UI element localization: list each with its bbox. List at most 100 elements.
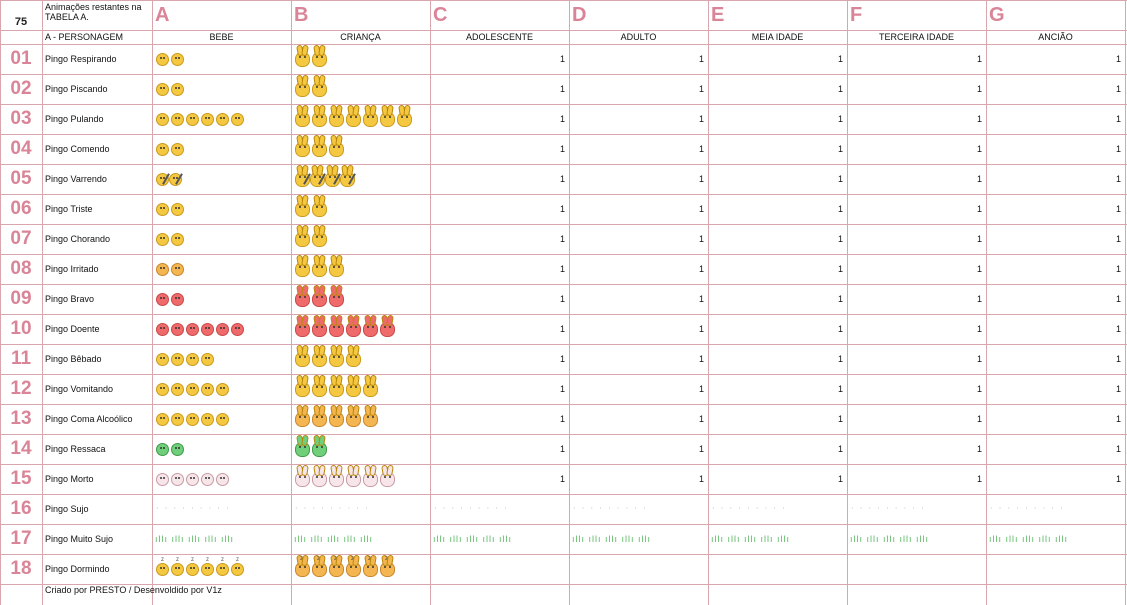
cell-c[interactable]: 1 [559,204,565,214]
character-name[interactable]: Pingo Muito Sujo [45,534,114,544]
cell-f[interactable]: 1 [976,84,982,94]
cell-e[interactable]: ⋅ ⋅ ⋅ ⋅ ⋅ ⋅ ⋅ ⋅ ⋅ [708,494,847,524]
cell-c[interactable]: 1 [559,174,565,184]
cell-d[interactable]: 1 [698,354,704,364]
cell-a[interactable] [152,74,291,104]
name-header[interactable]: A - PERSONAGEM [45,32,124,42]
character-name[interactable]: Pingo Chorando [45,234,111,244]
cell-c[interactable]: 1 [559,294,565,304]
cell-a[interactable] [152,254,291,284]
cell-a[interactable] [152,194,291,224]
cell-a[interactable]: ⋅ ⋅ ⋅ ⋅ ⋅ ⋅ ⋅ ⋅ ⋅ [152,494,291,524]
column-letter-d[interactable]: D [572,4,587,26]
cell-g[interactable]: 1 [1115,264,1121,274]
cell-b[interactable] [291,254,430,284]
cell-g[interactable]: 1 [1115,324,1121,334]
cell-c[interactable]: 1 [559,234,565,244]
cell-b[interactable] [291,374,430,404]
cell-a[interactable] [152,464,291,494]
cell-f[interactable]: 1 [976,234,982,244]
column-letter-a[interactable]: A [155,4,170,26]
row-number[interactable]: 06 [10,198,32,219]
cell-f[interactable]: 1 [976,54,982,64]
cell-f[interactable]: 1 [976,174,982,184]
cell-f[interactable]: 1 [976,204,982,214]
cell-g[interactable]: 1 [1115,54,1121,64]
row-number[interactable]: 15 [10,468,32,489]
column-header[interactable]: ADOLESCENTE [465,32,534,42]
cell-d[interactable]: 1 [698,474,704,484]
cell-d[interactable]: 1 [698,84,704,94]
cell-g[interactable]: 1 [1115,204,1121,214]
cell-f[interactable] [847,554,986,584]
cell-a[interactable] [152,44,291,74]
cell-d[interactable]: 1 [698,384,704,394]
row-number[interactable]: 18 [10,558,32,579]
row-number[interactable]: 07 [10,228,32,249]
cell-a[interactable] [152,314,291,344]
character-name[interactable]: Pingo Piscando [45,84,108,94]
cell-c[interactable]: 1 [559,144,565,154]
cell-d[interactable]: 1 [698,264,704,274]
cell-e[interactable]: 1 [837,144,843,154]
cell-e[interactable]: ıllı ıllı ıllı ıllı ıllı [708,524,847,554]
cell-b[interactable] [291,44,430,74]
character-name[interactable]: Pingo Pulando [45,114,104,124]
cell-e[interactable]: 1 [837,204,843,214]
cell-f[interactable]: 1 [976,444,982,454]
cell-f[interactable]: 1 [976,114,982,124]
cell-d[interactable]: 1 [698,114,704,124]
cell-b[interactable] [291,164,430,194]
cell-b[interactable] [291,434,430,464]
cell-d[interactable]: 1 [698,324,704,334]
character-name[interactable]: Pingo Doente [45,324,100,334]
cell-g[interactable]: 1 [1115,384,1121,394]
cell-c[interactable]: ⋅ ⋅ ⋅ ⋅ ⋅ ⋅ ⋅ ⋅ ⋅ [430,494,569,524]
cell-c[interactable] [430,554,569,584]
column-header[interactable]: BEBE [209,32,234,42]
row-number[interactable]: 16 [10,498,32,519]
column-header[interactable]: MEIA IDADE [751,32,804,42]
cell-d[interactable]: ıllı ıllı ıllı ıllı ıllı [569,524,708,554]
cell-e[interactable]: 1 [837,294,843,304]
cell-g[interactable]: 1 [1115,444,1121,454]
cell-b[interactable] [291,344,430,374]
row-number[interactable]: 13 [10,408,32,429]
cell-g[interactable] [986,554,1125,584]
cell-c[interactable]: ıllı ıllı ıllı ıllı ıllı [430,524,569,554]
cell-g[interactable]: 1 [1115,474,1121,484]
cell-e[interactable]: 1 [837,234,843,244]
credits-footer[interactable]: Criado por PRESTO / Desenvoldido por V1z [45,585,222,595]
cell-b[interactable] [291,194,430,224]
cell-f[interactable]: 1 [976,294,982,304]
cell-e[interactable]: 1 [837,384,843,394]
column-header[interactable]: ANCIÃO [1038,32,1073,42]
cell-f[interactable]: 1 [976,414,982,424]
cell-d[interactable] [569,554,708,584]
cell-a[interactable] [152,164,291,194]
cell-d[interactable]: 1 [698,174,704,184]
cell-e[interactable]: 1 [837,324,843,334]
row-number[interactable]: 12 [10,378,32,399]
cell-a[interactable] [152,224,291,254]
column-letter-c[interactable]: C [433,4,448,26]
character-name[interactable]: Pingo Bêbado [45,354,102,364]
character-name[interactable]: Pingo Varrendo [45,174,107,184]
cell-g[interactable]: ⋅ ⋅ ⋅ ⋅ ⋅ ⋅ ⋅ ⋅ ⋅ [986,494,1125,524]
character-name[interactable]: Pingo Triste [45,204,93,214]
column-letter-e[interactable]: E [711,4,725,26]
cell-b[interactable] [291,134,430,164]
character-name[interactable]: Pingo Coma Alcoólico [45,414,133,424]
cell-f[interactable]: ⋅ ⋅ ⋅ ⋅ ⋅ ⋅ ⋅ ⋅ ⋅ [847,494,986,524]
cell-e[interactable]: 1 [837,174,843,184]
cell-d[interactable]: 1 [698,414,704,424]
cell-e[interactable]: 1 [837,354,843,364]
column-header[interactable]: ADULTO [620,32,657,42]
cell-a[interactable] [152,374,291,404]
note-cell[interactable]: Animações restantes na TABELA A. [45,2,142,22]
cell-d[interactable]: 1 [698,54,704,64]
cell-b[interactable] [291,404,430,434]
cell-d[interactable]: ⋅ ⋅ ⋅ ⋅ ⋅ ⋅ ⋅ ⋅ ⋅ [569,494,708,524]
cell-f[interactable]: 1 [976,354,982,364]
cell-b[interactable] [291,314,430,344]
